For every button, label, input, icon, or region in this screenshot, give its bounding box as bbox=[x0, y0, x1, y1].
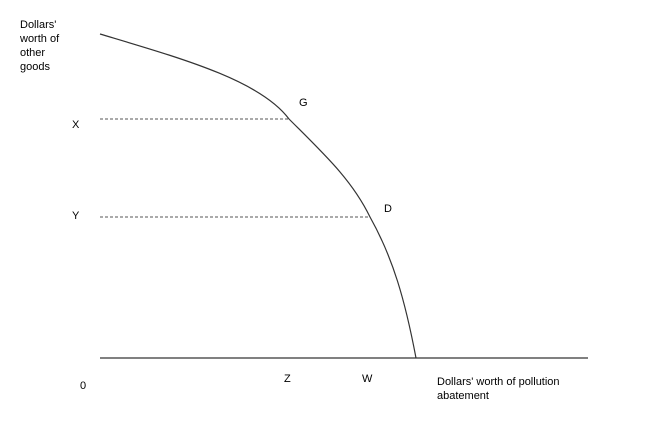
y-tick-label-y: Y bbox=[72, 210, 80, 222]
y-axis-label-line-2: worth of bbox=[19, 33, 60, 45]
y-axis-label-line-1: Dollars' bbox=[20, 19, 56, 31]
x-tick-label-w: W bbox=[362, 373, 373, 385]
ppf-curve bbox=[99, 33, 417, 359]
y-tick-label-x: X bbox=[72, 119, 80, 131]
point-label-d: D bbox=[384, 203, 392, 215]
point-label-g: G bbox=[299, 97, 308, 109]
x-axis-label-line-2: abatement bbox=[437, 390, 489, 402]
y-axis-label-line-4: goods bbox=[20, 61, 50, 73]
y-axis-label-line-3: other bbox=[20, 47, 45, 59]
x-axis-label-line-1: Dollars' worth of pollution bbox=[437, 376, 560, 388]
y-axis-label: Dollars' worth of other goods bbox=[19, 19, 62, 73]
x-axis-label: Dollars' worth of pollution abatement bbox=[437, 376, 563, 402]
x-tick-label-z: Z bbox=[284, 373, 291, 385]
origin-label: 0 bbox=[80, 380, 86, 392]
